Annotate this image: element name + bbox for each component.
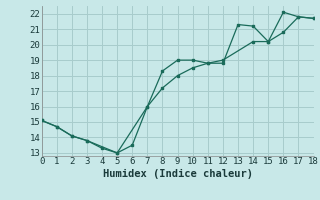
X-axis label: Humidex (Indice chaleur): Humidex (Indice chaleur) [103, 169, 252, 179]
